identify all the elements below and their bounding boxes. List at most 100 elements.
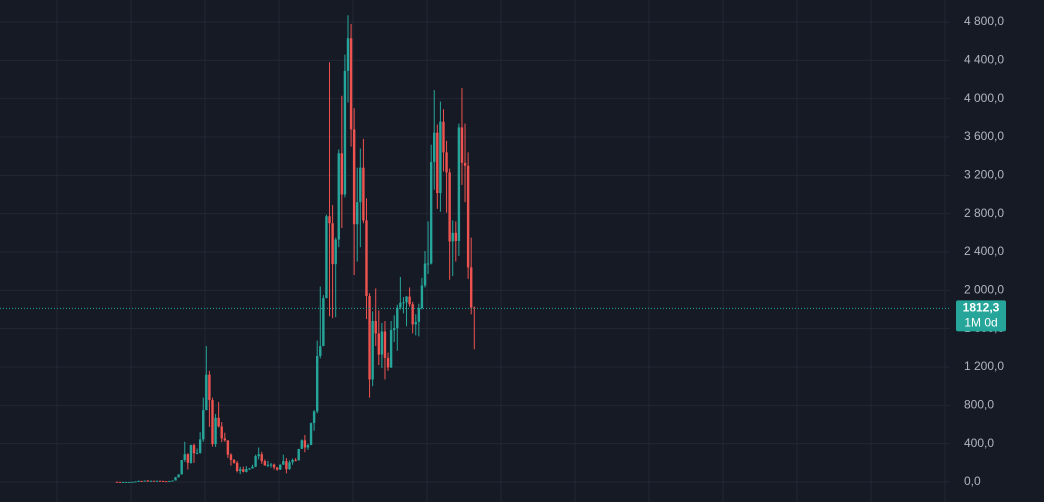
- y-tick-label: 1 200,0: [964, 359, 1004, 373]
- y-tick-label: 2 000,0: [964, 283, 1004, 297]
- candle-body: [118, 481, 122, 483]
- candle-body: [223, 438, 226, 441]
- candle-body: [383, 331, 387, 358]
- candle-body: [312, 411, 316, 424]
- candle-body: [192, 445, 196, 454]
- candle-body: [257, 454, 260, 457]
- candle-body: [377, 333, 380, 355]
- candle-body: [460, 127, 464, 163]
- candle-body: [337, 153, 340, 240]
- candle-body: [226, 440, 230, 455]
- candle-body: [125, 481, 128, 483]
- candle-body: [319, 346, 322, 356]
- candle-body: [436, 132, 439, 194]
- candle-body: [279, 464, 282, 470]
- candle-body: [300, 440, 303, 449]
- candle-body: [171, 480, 174, 482]
- candle-body: [248, 468, 251, 470]
- y-tick-label: 800,0: [964, 398, 994, 412]
- candle-body: [356, 202, 359, 225]
- countdown-label: 1M 0d: [964, 315, 997, 329]
- candle-body: [158, 480, 162, 482]
- candle-body: [411, 304, 414, 325]
- candle-body: [451, 232, 454, 242]
- candle-body: [316, 355, 319, 412]
- candle-body: [294, 459, 297, 461]
- y-tick-label: 0,0: [964, 474, 981, 488]
- candle-body: [309, 423, 313, 446]
- candle-body: [183, 454, 186, 460]
- candle-body: [389, 330, 393, 368]
- candle-body: [365, 220, 368, 297]
- candle-body: [325, 216, 328, 299]
- candle-body: [402, 302, 405, 304]
- candle-body: [168, 480, 171, 482]
- candle-body: [322, 298, 325, 347]
- candle-body: [448, 172, 451, 242]
- candle-body: [205, 374, 208, 411]
- candle-body: [121, 481, 125, 483]
- candle-body: [155, 480, 159, 482]
- candle-body: [405, 296, 408, 303]
- y-tick-label: 4 800,0: [964, 14, 1004, 28]
- candle-body: [242, 469, 245, 472]
- candle-body: [165, 481, 168, 483]
- candle-body: [463, 162, 467, 166]
- candle-body: [260, 454, 263, 462]
- candle-body: [152, 480, 156, 482]
- candle-body: [408, 296, 411, 305]
- y-tick-label: 4 400,0: [964, 53, 1004, 67]
- candle-body: [143, 480, 146, 482]
- candle-body: [349, 38, 353, 130]
- candle-body: [439, 121, 442, 194]
- y-tick-label: 2 400,0: [964, 244, 1004, 258]
- candle-body: [380, 331, 384, 355]
- candle-body: [272, 464, 276, 468]
- candle-body: [454, 232, 457, 241]
- candle-body: [211, 400, 214, 445]
- y-tick-label: 3 600,0: [964, 129, 1004, 143]
- candle-body: [239, 469, 242, 471]
- candle-body: [134, 481, 137, 483]
- candle-body: [288, 462, 291, 470]
- candle-body: [131, 481, 134, 483]
- candle-body: [285, 461, 288, 470]
- candle-body: [128, 481, 131, 483]
- y-tick-label: 2 800,0: [964, 206, 1004, 220]
- y-tick-label: 400,0: [964, 436, 994, 450]
- candle-body: [433, 132, 436, 162]
- candle-body: [162, 480, 165, 482]
- candle-body: [186, 454, 190, 463]
- candle-body: [140, 480, 143, 482]
- candle-body: [386, 357, 390, 368]
- candle-body: [362, 167, 365, 221]
- candle-body: [414, 321, 417, 325]
- candle-body: [368, 296, 371, 380]
- candle-body: [235, 462, 239, 471]
- candle-body: [420, 285, 424, 309]
- candle-body: [417, 308, 421, 322]
- candle-body: [291, 459, 294, 463]
- candle-body: [470, 267, 473, 308]
- candle-body: [146, 480, 149, 482]
- candle-body: [352, 129, 356, 225]
- candle-body: [282, 461, 285, 465]
- candle-body: [340, 153, 344, 195]
- candle-body: [189, 445, 193, 463]
- candle-body: [429, 161, 433, 264]
- candle-body: [306, 445, 310, 448]
- candle-body: [426, 263, 430, 265]
- candle-body: [269, 464, 273, 466]
- y-tick-label: 4 000,0: [964, 91, 1004, 105]
- candle-body: [371, 321, 374, 380]
- candle-body: [232, 459, 236, 463]
- candle-body: [303, 440, 307, 448]
- candle-body: [220, 426, 223, 439]
- time-grid: [56, 0, 946, 502]
- candle-body: [393, 328, 396, 331]
- candle-body: [174, 477, 177, 481]
- candle-body: [359, 167, 362, 203]
- candle-body: [149, 480, 153, 482]
